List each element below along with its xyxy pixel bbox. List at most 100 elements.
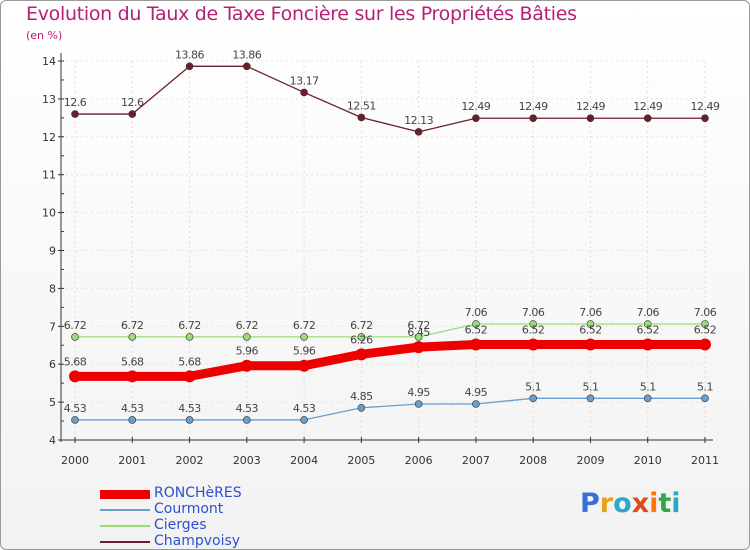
legend-swatch-roncheres [100,490,150,499]
data-label-ronchères: 6.52 [694,323,717,336]
data-label-cierges: 6.72 [293,319,316,332]
data-point-champvoisy [128,110,137,118]
chart-title: Evolution du Taux de Taxe Foncière sur l… [26,3,577,25]
data-label-ronchères: 5.68 [178,355,201,368]
data-label-ronchères: 5.68 [121,355,144,368]
data-label-cierges: 7.06 [522,306,545,319]
y-tick-label: 9 [49,245,56,258]
data-label-ronchères: 5.96 [236,345,259,358]
legend-swatch-cierges [100,525,150,527]
logo-letter: i [671,488,681,519]
y-tick-label: 11 [42,169,56,182]
data-label-cierges: 6.72 [236,319,259,332]
data-label-ronchères: 6.52 [522,323,545,336]
legend-label-cierges: Cierges [154,517,207,533]
data-point-ronchères [69,370,81,383]
data-point-cierges [128,333,137,341]
x-tick-label: 2000 [61,454,89,467]
data-label-courmont: 4.53 [236,402,259,415]
data-point-ronchères [641,338,654,351]
x-tick-label: 2003 [233,454,261,467]
legend-item-roncheres: RONCHèRES [100,485,360,502]
x-tick-label: 2011 [691,454,719,467]
data-point-ronchères [240,359,253,372]
legend-item-champvoisy: Champvoisy [100,533,360,550]
x-tick-label: 2010 [634,454,662,467]
series-line-champvoisy [75,65,705,133]
data-point-courmont [414,400,423,408]
data-point-champvoisy [586,114,595,123]
data-point-ronchères [126,370,139,383]
legend-label-courmont: Courmont [154,501,224,517]
data-point-courmont [243,416,251,424]
data-label-ronchères: 6.52 [579,323,602,336]
data-point-ronchères [298,359,311,372]
data-label-courmont: 4.53 [121,402,144,415]
data-point-cierges [414,333,423,341]
data-point-champvoisy [357,113,366,122]
legend-label-roncheres: RONCHèRES [154,485,242,501]
y-tick-label: 6 [49,358,56,371]
data-point-ronchères [699,338,711,351]
data-label-champvoisy: 12.6 [121,96,144,109]
x-tick-label: 2002 [176,454,204,467]
data-point-courmont [128,416,137,424]
data-point-courmont [586,394,595,403]
logo-letter: x [631,488,650,519]
data-label-champvoisy: 12.49 [691,100,720,113]
x-tick-label: 2007 [462,454,490,467]
data-label-courmont: 5.1 [697,380,713,393]
x-tick-label: 2006 [405,454,433,467]
legend-item-courmont: Courmont [100,501,360,518]
data-label-ronchères: 6.52 [636,323,659,336]
data-label-cierges: 6.72 [350,319,373,332]
data-label-courmont: 4.53 [64,402,87,415]
legend: RONCHèRES Courmont Cierges Champvoisy [100,485,360,550]
data-point-cierges [701,320,709,328]
data-point-courmont [71,416,79,424]
data-label-ronchères: 6.45 [407,326,430,339]
data-label-champvoisy: 12.6 [64,96,87,109]
logo-letter: o [613,488,632,519]
data-point-ronchères [412,341,425,354]
data-point-champvoisy [529,114,537,123]
data-point-champvoisy [185,62,194,71]
data-point-ronchères [355,348,368,361]
data-point-cierges [529,320,537,328]
data-label-ronchères: 6.52 [465,323,488,336]
data-label-courmont: 5.1 [582,380,598,393]
data-point-cierges [586,320,595,328]
data-point-champvoisy [300,88,308,97]
data-point-cierges [300,333,308,341]
data-point-courmont [357,403,366,412]
data-point-champvoisy [472,114,480,123]
data-label-cierges: 6.72 [121,319,144,332]
data-label-courmont: 4.95 [407,386,430,399]
data-label-cierges: 6.72 [178,319,201,332]
series-line-courmont [75,397,705,421]
data-point-cierges [71,333,79,341]
data-label-cierges: 7.06 [636,306,659,319]
data-label-courmont: 5.1 [640,380,656,393]
data-point-champvoisy [701,114,709,123]
x-tick-label: 2004 [290,454,318,467]
y-unit-label: (en %) [26,29,63,42]
data-label-champvoisy: 12.51 [347,99,376,112]
data-point-cierges [357,333,366,341]
y-tick-label: 8 [49,282,56,295]
y-tick-label: 4 [49,434,56,447]
data-point-champvoisy [643,114,652,123]
data-point-champvoisy [243,62,251,71]
data-point-champvoisy [71,110,79,118]
y-tick-label: 5 [49,396,56,409]
data-point-courmont [643,394,652,403]
data-label-courmont: 4.95 [465,386,488,399]
y-tick-label: 12 [42,131,56,144]
data-label-courmont: 4.53 [178,402,201,415]
legend-label-champvoisy: Champvoisy [154,533,241,549]
x-tick-label: 2001 [118,454,146,467]
data-label-courmont: 4.85 [350,390,373,403]
data-label-cierges: 7.06 [579,306,602,319]
